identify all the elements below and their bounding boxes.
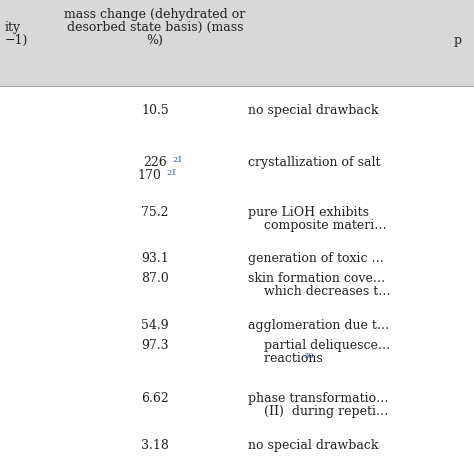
Text: pure LiOH exhibits: pure LiOH exhibits <box>248 206 369 219</box>
Text: no special drawback: no special drawback <box>248 439 379 452</box>
Text: no special drawback: no special drawback <box>248 104 379 117</box>
Text: 170: 170 <box>137 169 161 182</box>
Text: 75.2: 75.2 <box>141 206 169 219</box>
Text: 21: 21 <box>166 169 177 177</box>
Text: desorbed state basis) (mass: desorbed state basis) (mass <box>67 21 243 34</box>
Text: mass change (dehydrated or: mass change (dehydrated or <box>64 8 246 21</box>
Text: 87.0: 87.0 <box>141 272 169 285</box>
Text: 97.3: 97.3 <box>141 339 169 352</box>
Text: which decreases t…: which decreases t… <box>248 285 391 298</box>
Text: partial deliquesce…: partial deliquesce… <box>248 339 390 352</box>
Text: 30: 30 <box>303 352 314 360</box>
Text: ity: ity <box>5 21 21 34</box>
Text: phase transformatio…: phase transformatio… <box>248 392 389 405</box>
Text: generation of toxic …: generation of toxic … <box>248 252 384 265</box>
Text: (II)  during repeti…: (II) during repeti… <box>248 405 388 418</box>
FancyBboxPatch shape <box>0 86 474 474</box>
Text: −1): −1) <box>5 34 28 47</box>
Text: 93.1: 93.1 <box>141 252 169 265</box>
Text: 226: 226 <box>143 156 167 169</box>
FancyBboxPatch shape <box>0 0 474 86</box>
Text: composite materi…: composite materi… <box>248 219 387 232</box>
Text: 21: 21 <box>172 156 182 164</box>
Text: %): %) <box>146 34 164 47</box>
Text: 10.5: 10.5 <box>141 104 169 117</box>
Text: 3.18: 3.18 <box>141 439 169 452</box>
Text: p: p <box>454 34 462 47</box>
Text: skin formation cove…: skin formation cove… <box>248 272 385 285</box>
Text: 6.62: 6.62 <box>141 392 169 405</box>
Text: agglomeration due t…: agglomeration due t… <box>248 319 389 332</box>
Text: crystallization of salt: crystallization of salt <box>248 156 381 169</box>
Text: reactions: reactions <box>248 352 323 365</box>
Text: 54.9: 54.9 <box>141 319 169 332</box>
